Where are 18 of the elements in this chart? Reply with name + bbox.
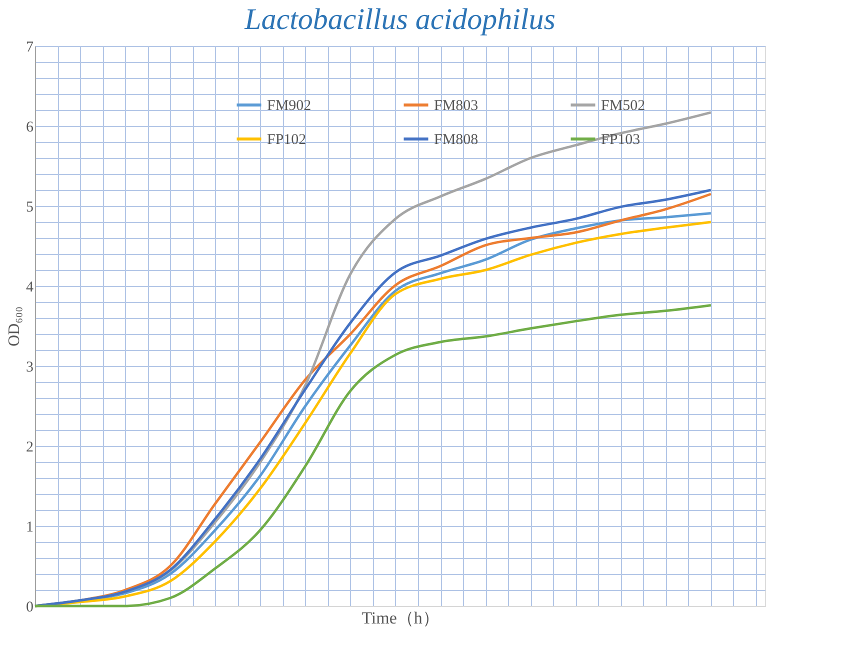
y-tick-label: 6: [26, 120, 34, 136]
y-tick-label: 7: [26, 40, 34, 56]
y-tick-label: 1: [26, 520, 34, 536]
legend-label: FM502: [601, 98, 646, 114]
y-tick-label: 5: [26, 200, 34, 216]
legend-label: FP102: [267, 132, 306, 148]
x-axis-title: Time（h）: [362, 608, 440, 628]
y-tick-label: 3: [26, 360, 34, 376]
legend-label: FM808: [434, 132, 478, 148]
line-series: [34, 304, 712, 608]
legend-label: FM902: [267, 98, 312, 114]
legend-label: FP103: [601, 132, 640, 148]
y-tick-label: 4: [26, 280, 34, 296]
legend-label: FM803: [434, 98, 478, 114]
y-tick-label: 2: [26, 440, 34, 456]
y-axis-title: OD₆₀₀: [6, 306, 23, 346]
y-tick-label: 0: [26, 600, 34, 616]
chart-title: Lactobacillus acidophilus: [244, 3, 556, 36]
